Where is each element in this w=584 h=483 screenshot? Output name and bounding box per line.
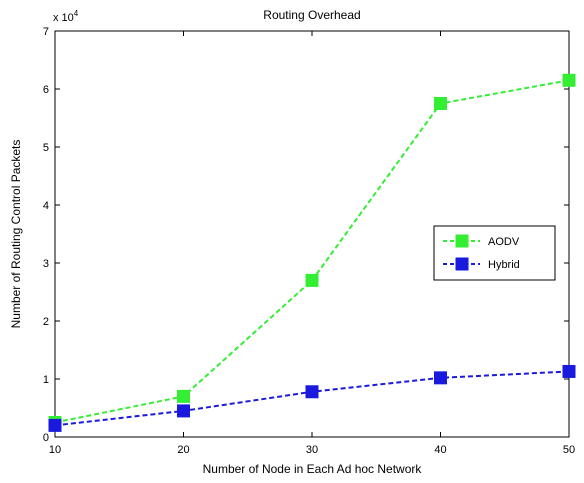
data-point-hybrid: [305, 385, 319, 399]
y-tick-label: 0: [43, 432, 49, 444]
y-tick-label: 4: [43, 200, 49, 212]
x-tick-label: 10: [49, 444, 61, 456]
x-axis-title: Number of Node in Each Ad hoc Network: [203, 462, 423, 476]
x-tick-label: 30: [306, 444, 318, 456]
chart-title: Routing Overhead: [263, 8, 360, 22]
y-tick-label: 6: [43, 84, 49, 96]
data-point-hybrid: [434, 371, 447, 385]
y-tick-label: 7: [43, 26, 49, 38]
legend-marker-aodv: [455, 234, 469, 248]
data-point-aodv: [177, 389, 190, 403]
y-axis-ticks: 0 1 2 3 4 5 6 7: [43, 26, 569, 444]
data-point-aodv: [434, 97, 447, 110]
y-tick-label: 2: [43, 316, 49, 328]
y-tick-label: 1: [43, 374, 49, 386]
legend-box: [433, 225, 556, 281]
data-point-aodv: [562, 73, 576, 87]
series-hybrid: [48, 364, 576, 432]
y-tick-label: 5: [43, 142, 49, 154]
series-layer: [48, 73, 576, 432]
y-tick-label: 3: [43, 258, 49, 270]
x-tick-label: 50: [563, 444, 575, 456]
x-axis-ticks: 10 20 30 40 50: [49, 31, 575, 456]
legend-label-hybrid: Hybrid: [488, 259, 520, 271]
y-multiplier-label: x 104: [53, 9, 79, 24]
x-tick-label: 40: [434, 444, 446, 456]
x-tick-label: 20: [177, 444, 189, 456]
legend: AODV Hybrid: [433, 225, 556, 281]
y-multiplier-base: x 10: [53, 12, 74, 24]
y-multiplier-exponent: 4: [74, 9, 79, 18]
y-axis-title: Number of Routing Control Packets: [9, 140, 23, 329]
legend-label-aodv: AODV: [488, 236, 520, 248]
series-aodv: [48, 73, 576, 429]
data-point-hybrid: [48, 418, 62, 432]
legend-marker-hybrid: [455, 257, 469, 271]
data-point-hybrid: [177, 404, 190, 418]
data-point-hybrid: [562, 364, 576, 378]
data-point-aodv: [305, 273, 319, 287]
